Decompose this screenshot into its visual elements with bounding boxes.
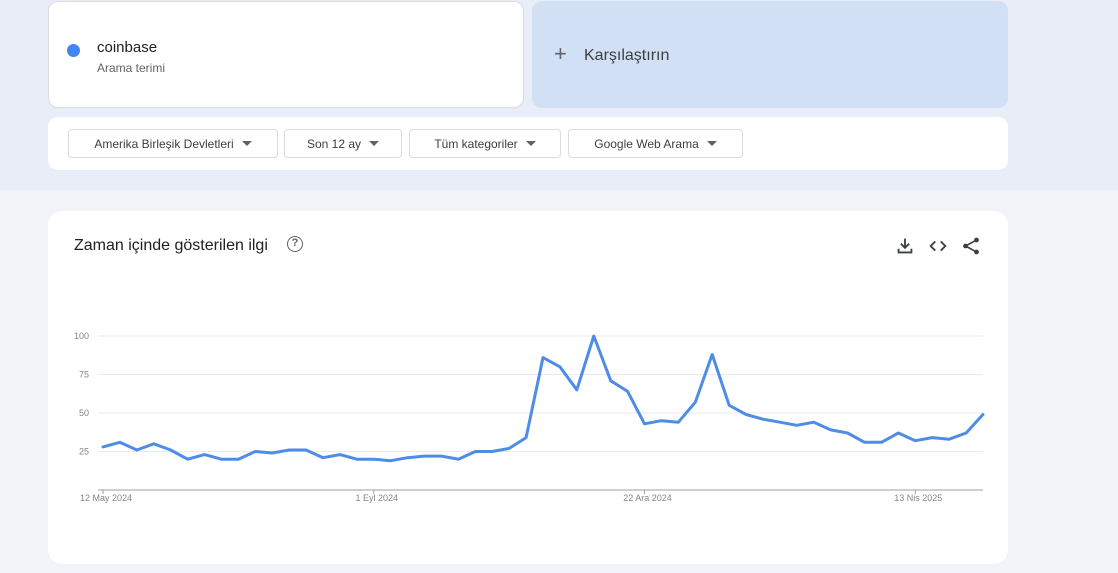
data-point[interactable] xyxy=(875,436,887,448)
period-dropdown[interactable]: Son 12 ay xyxy=(284,129,402,158)
data-point[interactable] xyxy=(266,447,278,459)
data-point[interactable] xyxy=(452,453,464,465)
data-point[interactable] xyxy=(842,427,854,439)
period-label: Son 12 ay xyxy=(306,136,362,151)
data-point[interactable] xyxy=(672,416,684,428)
data-point[interactable] xyxy=(486,446,498,458)
data-point[interactable] xyxy=(283,444,295,456)
data-point[interactable] xyxy=(639,418,651,430)
data-point[interactable] xyxy=(469,446,481,458)
data-point[interactable] xyxy=(165,444,177,456)
data-point[interactable] xyxy=(706,348,718,360)
data-point[interactable] xyxy=(300,444,312,456)
data-point[interactable] xyxy=(435,450,447,462)
data-point[interactable] xyxy=(740,409,752,421)
data-point[interactable] xyxy=(419,450,431,462)
data-point[interactable] xyxy=(317,452,329,464)
data-point[interactable] xyxy=(605,375,617,387)
y-tick-label: 50 xyxy=(79,408,89,418)
data-point[interactable] xyxy=(232,453,244,465)
data-point[interactable] xyxy=(199,449,211,461)
data-point[interactable] xyxy=(520,432,532,444)
category-dropdown[interactable]: Tüm kategoriler xyxy=(409,129,561,158)
data-point[interactable] xyxy=(859,436,871,448)
y-tick-label: 100 xyxy=(74,331,89,341)
data-point[interactable] xyxy=(503,442,515,454)
term-color-dot xyxy=(67,44,80,57)
data-point[interactable] xyxy=(977,409,989,421)
help-circle-icon[interactable]: ? xyxy=(287,236,303,252)
download-icon[interactable] xyxy=(894,235,916,257)
category-label: Tüm kategoriler xyxy=(434,136,518,151)
data-point[interactable] xyxy=(385,455,397,467)
interest-chart: 25 50 75 100 12 May 2024 1 Eyl 2024 22 Ara 20… xyxy=(74,330,989,503)
caret-down-icon xyxy=(706,141,717,146)
interest-over-time-card: Zaman içinde gösterilen ilgi ? 25 50 75 100… xyxy=(48,211,1008,564)
series-line xyxy=(101,334,985,463)
x-tick-label: 13 Nis 2025 xyxy=(894,493,942,503)
filter-bar: Amerika Birleşik Devletleri Son 12 ay Tü… xyxy=(48,117,1008,170)
caret-down-icon xyxy=(241,141,252,146)
data-point[interactable] xyxy=(655,415,667,427)
chart-title: Zaman içinde gösterilen ilgi xyxy=(74,237,268,254)
data-point[interactable] xyxy=(622,385,634,397)
caret-down-icon xyxy=(369,141,380,146)
data-point[interactable] xyxy=(131,444,143,456)
data-point[interactable] xyxy=(97,441,109,453)
search-term-card[interactable]: coinbase Arama terimi xyxy=(48,1,524,108)
region-label: Amerika Birleşik Devletleri xyxy=(94,136,234,151)
data-point[interactable] xyxy=(909,435,921,447)
data-point[interactable] xyxy=(757,413,769,425)
compare-label: Karşılaştırın xyxy=(584,47,670,64)
data-point[interactable] xyxy=(723,399,735,411)
data-point[interactable] xyxy=(926,432,938,444)
compare-button[interactable]: + Karşılaştırın xyxy=(532,1,1008,108)
data-point[interactable] xyxy=(943,433,955,445)
x-tick-label: 22 Ara 2024 xyxy=(623,493,672,503)
data-point[interactable] xyxy=(537,352,549,364)
x-tick-label: 12 May 2024 xyxy=(80,493,132,503)
data-point[interactable] xyxy=(368,453,380,465)
data-point[interactable] xyxy=(808,416,820,428)
data-point[interactable] xyxy=(892,427,904,439)
data-point[interactable] xyxy=(351,453,363,465)
data-point[interactable] xyxy=(215,453,227,465)
term-name[interactable]: coinbase xyxy=(97,39,158,56)
x-tick-label: 1 Eyl 2024 xyxy=(356,493,399,503)
data-point[interactable] xyxy=(554,361,566,373)
data-point[interactable] xyxy=(402,452,414,464)
data-point[interactable] xyxy=(960,427,972,439)
data-point[interactable] xyxy=(148,438,160,450)
region-dropdown[interactable]: Amerika Birleşik Devletleri xyxy=(68,129,278,158)
data-point[interactable] xyxy=(588,330,600,342)
share-icon[interactable] xyxy=(960,235,982,257)
source-label: Google Web Arama xyxy=(594,136,699,151)
data-point[interactable] xyxy=(114,436,126,448)
y-tick-label: 75 xyxy=(79,370,89,380)
data-point[interactable] xyxy=(825,424,837,436)
plus-icon: + xyxy=(554,41,567,66)
data-point[interactable] xyxy=(791,419,803,431)
caret-down-icon xyxy=(525,141,536,146)
data-point[interactable] xyxy=(182,453,194,465)
term-subtitle: Arama terimi xyxy=(97,61,166,75)
data-point[interactable] xyxy=(249,446,261,458)
data-point[interactable] xyxy=(689,396,701,408)
source-dropdown[interactable]: Google Web Arama xyxy=(568,129,743,158)
data-point[interactable] xyxy=(774,416,786,428)
embed-code-icon[interactable] xyxy=(927,235,949,257)
y-tick-label: 25 xyxy=(79,447,89,457)
data-point[interactable] xyxy=(571,384,583,396)
data-point[interactable] xyxy=(334,449,346,461)
